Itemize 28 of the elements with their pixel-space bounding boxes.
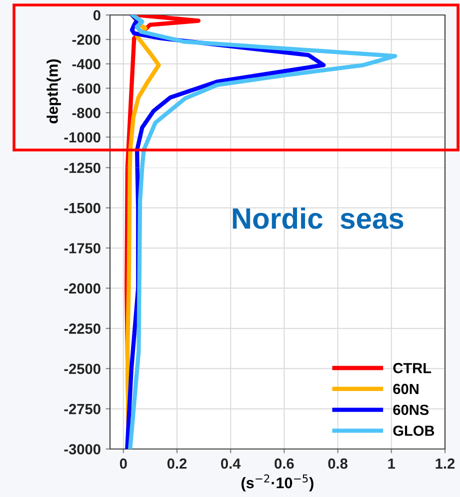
y-tick-label: -600 xyxy=(72,83,100,94)
annotation: Nordic seas xyxy=(232,207,404,229)
y-tick-label: -1750 xyxy=(64,243,100,254)
y-tick-label: -2750 xyxy=(64,404,100,414)
x-tick-label: 0.4 xyxy=(221,458,241,469)
legend-label: 60N xyxy=(393,384,418,394)
y-tick-label: -1500 xyxy=(64,202,100,214)
y-tick-label: -400 xyxy=(72,58,100,70)
x-tick-label: 1.2 xyxy=(436,458,455,469)
legend-label: CTRL xyxy=(393,362,432,374)
y-tick-label: -200 xyxy=(72,34,100,45)
x-tick-label: 0.6 xyxy=(274,458,294,469)
legend-label: GLOB xyxy=(393,426,434,436)
y-tick-label: -3000 xyxy=(64,444,100,454)
y-tick-label: -2500 xyxy=(64,364,100,374)
y-tick-label: -800 xyxy=(72,108,100,118)
x-tick-label: 0 xyxy=(120,458,127,469)
x-tick-label: 0.2 xyxy=(167,458,187,469)
y-tick-label: -1250 xyxy=(64,162,100,174)
x-tick-label: 0.8 xyxy=(328,458,348,469)
y-tick-label: -2250 xyxy=(64,324,100,334)
legend-label: 60NS xyxy=(393,404,429,416)
y-tick-label: 0 xyxy=(93,10,100,20)
x-tick-label: 1 xyxy=(388,458,396,469)
y-tick-label: -2000 xyxy=(64,283,100,294)
y-axis-title: depth(m) xyxy=(46,59,61,124)
y-tick-label: -1000 xyxy=(64,132,100,143)
x-axis-title: (s$^{−2}$·10$^{−5}$) xyxy=(242,474,314,492)
